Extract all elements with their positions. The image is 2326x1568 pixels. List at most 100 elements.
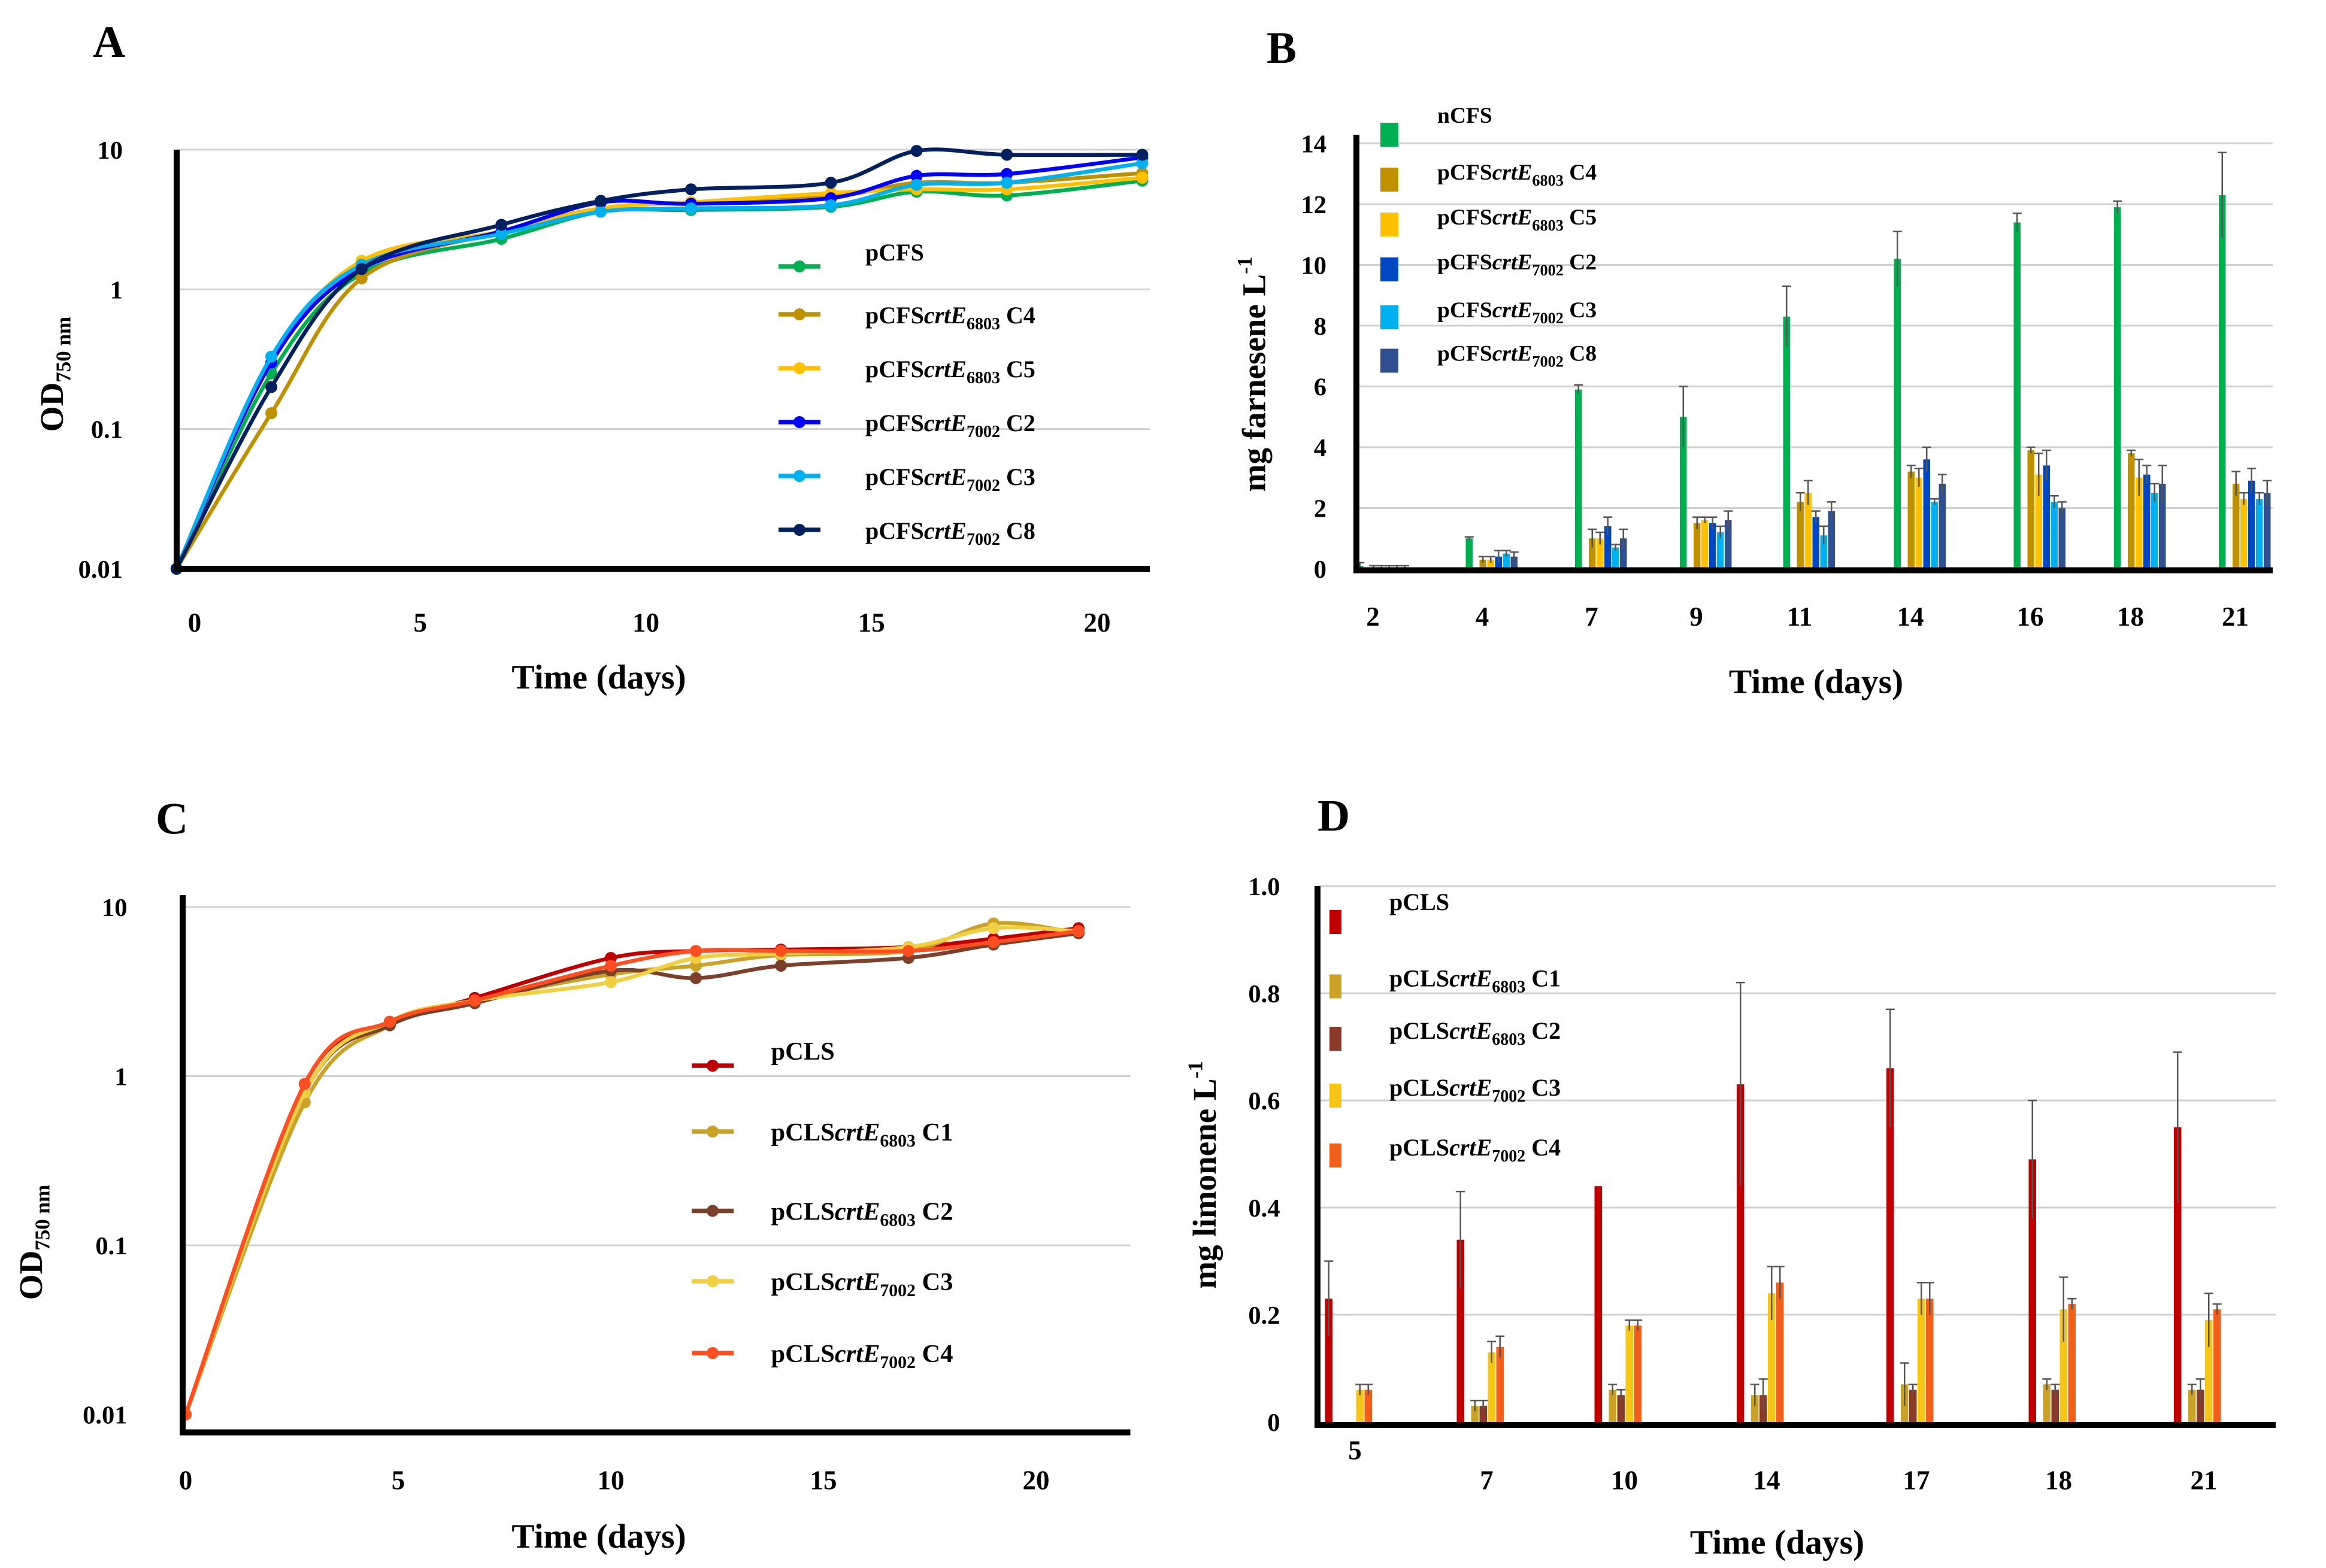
legend-label-prefix: pCLS (771, 1118, 835, 1147)
bar (1907, 471, 1915, 569)
x-axis-label: Time (days) (511, 659, 686, 696)
legend-label-gene: crtE (1492, 160, 1533, 185)
legend-label-prefix: pCLS (771, 1340, 835, 1368)
bar (1820, 535, 1827, 569)
y-axis-label: mg farnesene L-1 (1233, 257, 1273, 492)
legend-label-suffix: C4 (1000, 302, 1035, 329)
bar (1487, 559, 1494, 569)
legend-label-gene: crtE (1492, 205, 1533, 230)
y-tick-label: 10 (102, 894, 128, 922)
x-tick-label: 15 (858, 608, 885, 638)
bar (2256, 499, 2263, 569)
bar (1886, 1068, 1894, 1422)
legend-swatch (1329, 974, 1341, 999)
bar (2013, 222, 2021, 569)
data-point (595, 195, 607, 207)
legend-label-suffix: C3 (1000, 463, 1035, 490)
bar (1609, 1390, 1616, 1422)
x-tick-label: 18 (2117, 602, 2144, 632)
bar (1918, 1299, 1925, 1422)
legend-label-suffix: C3 (1564, 298, 1597, 323)
x-tick-label: 10 (1611, 1466, 1638, 1496)
legend-label-gene: crtE (924, 463, 967, 490)
bar (2213, 1309, 2221, 1422)
data-point (685, 183, 697, 196)
bar (1804, 493, 1812, 569)
x-tick-label: 7 (1480, 1466, 1494, 1496)
y-axis-label-main: OD (13, 1251, 49, 1300)
legend-marker (793, 524, 805, 536)
bar (2205, 1320, 2213, 1422)
legend-marker (707, 1126, 719, 1138)
bar (1496, 1346, 1504, 1422)
x-tick-label: 0 (179, 1466, 193, 1496)
legend-label-prefix: pCLS (771, 1268, 835, 1296)
legend-marker (707, 1060, 719, 1072)
legend-label-gene: crtE (1449, 1074, 1492, 1101)
bar (1812, 517, 1819, 569)
legend-label-subscript: 6803 (1492, 1030, 1525, 1049)
legend-label: pCLS (771, 1038, 835, 1066)
bar (2035, 474, 2042, 569)
legend-label-prefix: pCLS (771, 1198, 835, 1226)
bar (1625, 1325, 1634, 1422)
data-point (690, 972, 702, 984)
legend-label-suffix: C2 (916, 1198, 953, 1226)
bar (2058, 508, 2065, 569)
legend-label-gene: crtE (1449, 1134, 1492, 1161)
data-point (1073, 925, 1085, 938)
legend-label-gene: crtE (835, 1340, 880, 1368)
bar (1717, 532, 1724, 569)
legend-label-suffix: C4 (1564, 160, 1597, 185)
bar (1783, 316, 1790, 569)
bar (1325, 1299, 1332, 1422)
y-axis-label-main: mg farnesene L (1236, 274, 1273, 492)
legend-label-prefix: pCFS (865, 463, 924, 490)
bar (2043, 1384, 2051, 1422)
bar (1597, 538, 1604, 569)
legend-label: pCFScrtE7002 C2 (865, 410, 1035, 441)
x-tick-label: 17 (1903, 1466, 1930, 1496)
bar (2051, 502, 2058, 569)
x-tick-label: 9 (1689, 602, 1703, 632)
legend-label-suffix: C3 (916, 1268, 953, 1296)
legend-label-gene: crtE (924, 410, 967, 436)
legend-label-suffix: C5 (1564, 205, 1597, 230)
legend-label-gene: crtE (835, 1118, 880, 1147)
data-point (1136, 148, 1149, 161)
data-point (1001, 177, 1013, 189)
legend-label-subscript: 6803 (880, 1131, 916, 1151)
bar (2051, 1390, 2059, 1422)
chart-b: 0 2 4 6 8 10 12 14 2 4 7 9 11 14 16 18 21 Time (days) mg f… (1233, 104, 2273, 701)
bar (2136, 477, 2143, 569)
x-tick-label: 5 (414, 608, 428, 638)
data-point (988, 936, 1000, 948)
bar (2159, 483, 2166, 569)
legend-label: nCFS (1437, 104, 1492, 128)
bar (1680, 417, 1687, 569)
legend-swatch (1380, 305, 1398, 329)
y-tick-label: 0 (1267, 1409, 1280, 1437)
y-tick-label: 4 (1314, 434, 1326, 462)
data-point (265, 350, 278, 363)
bar (1356, 1390, 1364, 1422)
legend-label-subscript: 6803 (1492, 978, 1525, 997)
y-axis-label-subscript: 750 nm (52, 317, 75, 383)
legend-label-suffix: C4 (1525, 1134, 1561, 1161)
data-point (690, 945, 702, 957)
x-tick-label: 10 (598, 1466, 625, 1496)
legend-label-gene: crtE (924, 517, 967, 544)
legend-swatch (1329, 910, 1341, 934)
legend-label: pCLScrtE6803 C2 (1389, 1017, 1561, 1049)
bar (1737, 1084, 1744, 1422)
legend-label-suffix: C4 (916, 1340, 953, 1368)
x-tick-label: 4 (1476, 602, 1489, 632)
legend-label-suffix: C3 (1525, 1074, 1561, 1101)
data-point (825, 177, 837, 189)
series-line (174, 147, 1143, 570)
data-point (495, 228, 508, 240)
y-tick-label: 0.4 (1248, 1194, 1280, 1223)
bar (1939, 483, 1946, 569)
legend-marker (793, 308, 805, 320)
legend-label-subscript: 7002 (967, 477, 1000, 495)
